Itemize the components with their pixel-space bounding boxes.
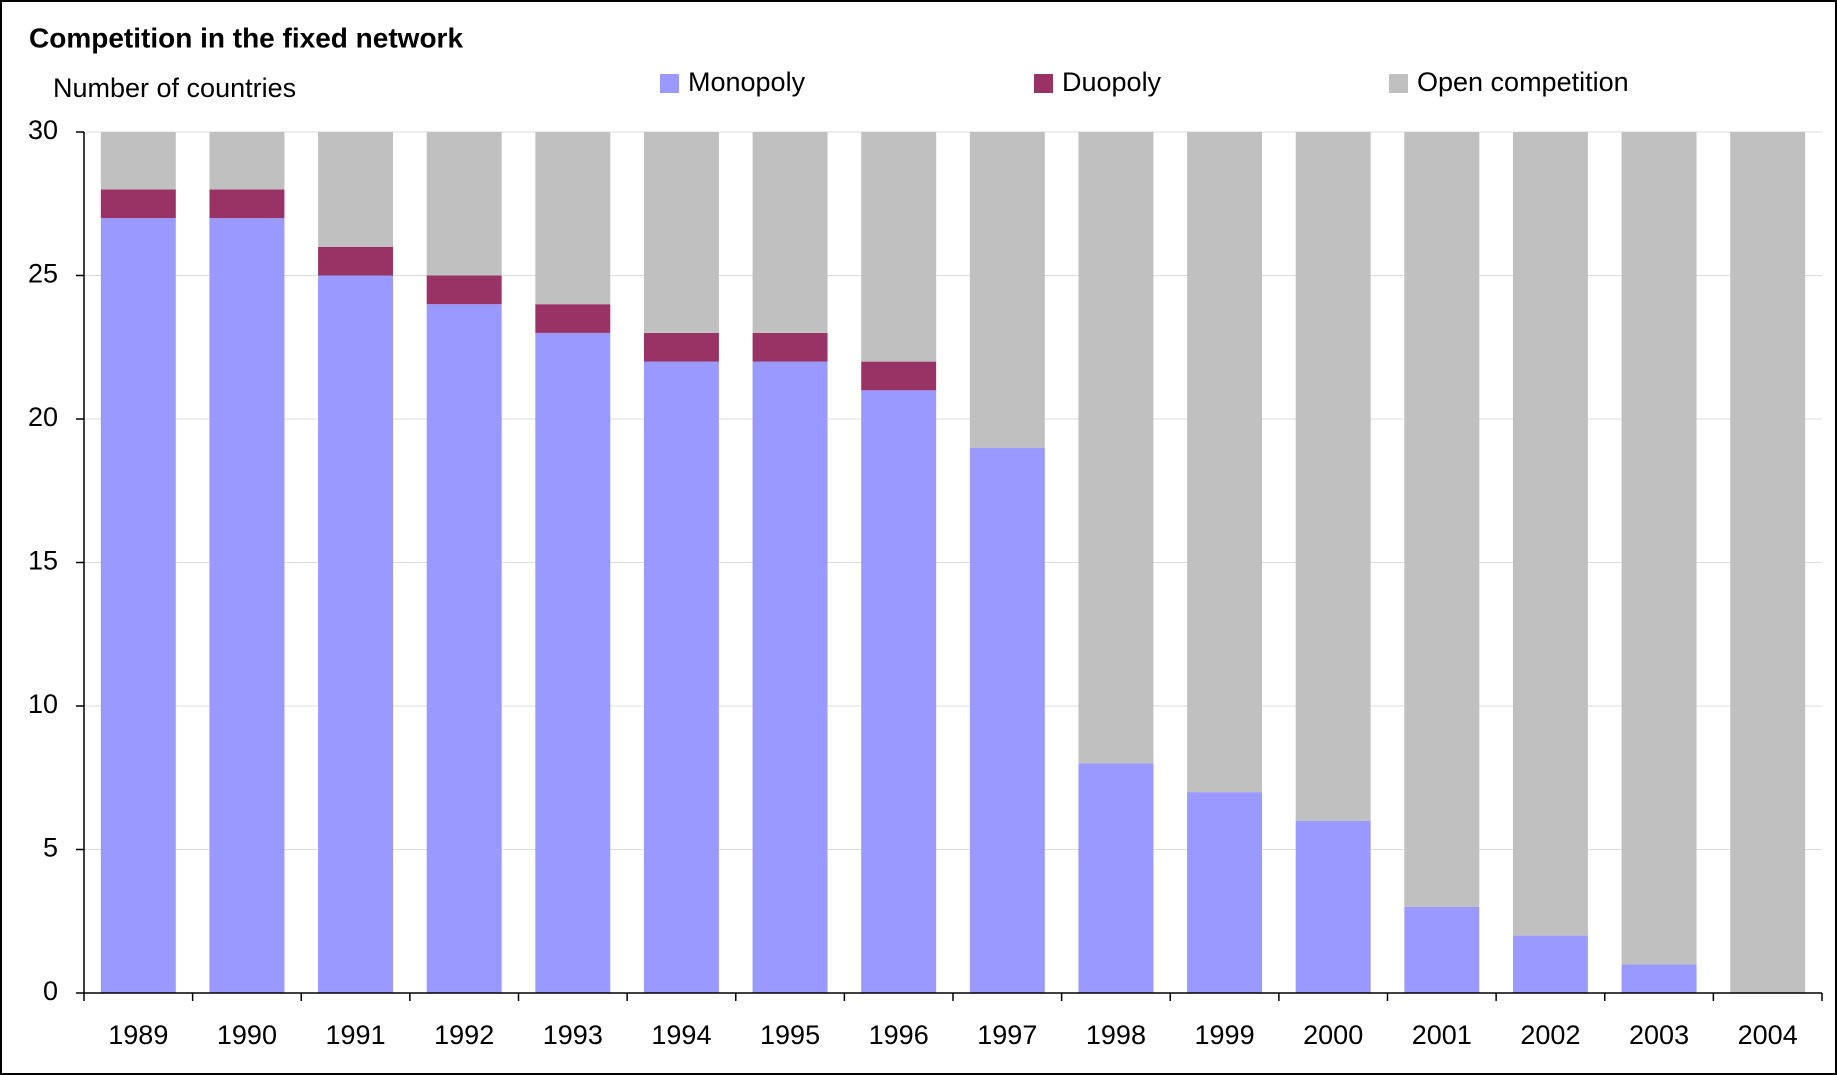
x-tick-label: 1992 [434, 1020, 494, 1050]
bar-segment [969, 132, 1045, 448]
legend-swatch [660, 74, 679, 93]
bar-segment [1404, 132, 1480, 907]
y-tick-label: 10 [28, 689, 58, 719]
bar-segment [426, 304, 502, 993]
x-tick-label: 1994 [651, 1020, 711, 1050]
bar-segment [100, 132, 176, 190]
bar-segment [1730, 132, 1806, 993]
bar-segment [752, 332, 828, 362]
bar-segment [969, 447, 1045, 993]
y-tick-label: 20 [28, 402, 58, 432]
legend-label: Open competition [1417, 67, 1629, 97]
bar-segment [209, 218, 285, 994]
chart-title: Competition in the fixed network [29, 22, 463, 53]
x-tick-label: 2000 [1303, 1020, 1363, 1050]
bar-segment [100, 189, 176, 219]
x-tick-label: 1998 [1086, 1020, 1146, 1050]
y-tick-label: 5 [43, 833, 58, 863]
bar-segment [861, 390, 937, 993]
x-tick-label: 1993 [543, 1020, 603, 1050]
legend-label: Monopoly [688, 67, 806, 97]
bar-segment [535, 304, 611, 333]
x-tick-label: 1991 [326, 1020, 386, 1050]
x-tick-label: 1996 [869, 1020, 929, 1050]
y-tick-label: 30 [28, 115, 58, 145]
bar-segment [861, 132, 937, 362]
x-tick-label: 2004 [1738, 1020, 1798, 1050]
y-axis-label: Number of countries [53, 73, 296, 103]
x-tick-label: 2003 [1629, 1020, 1689, 1050]
bar-segment [535, 132, 611, 305]
bar-segment [1295, 132, 1371, 821]
y-tick-label: 0 [43, 976, 58, 1006]
bar-segment [752, 132, 828, 333]
x-tick-label: 2001 [1412, 1020, 1472, 1050]
legend-label: Duopoly [1062, 67, 1162, 97]
bar-segment [1512, 935, 1588, 993]
bar-segment [1187, 792, 1263, 993]
bar-segment [318, 275, 394, 993]
bar-segment [1512, 132, 1588, 936]
x-tick-label: 1999 [1195, 1020, 1255, 1050]
bar-segment [1295, 820, 1371, 993]
bar-segment [1078, 763, 1154, 993]
legend-swatch [1034, 74, 1053, 93]
bar-segment [318, 132, 394, 247]
bar-segment [535, 332, 611, 993]
x-tick-label: 1995 [760, 1020, 820, 1050]
x-tick-label: 1989 [108, 1020, 168, 1050]
bar-segment [1404, 906, 1480, 993]
bar-segment [752, 361, 828, 994]
bar-segment [318, 246, 394, 276]
bar-segment [426, 132, 502, 276]
bar-segment [1621, 964, 1697, 993]
bar-segment [643, 332, 719, 362]
bar-segment [1187, 132, 1263, 793]
x-tick-label: 1990 [217, 1020, 277, 1050]
x-tick-label: 2002 [1520, 1020, 1580, 1050]
y-tick-label: 15 [28, 546, 58, 576]
bar-segment [1078, 132, 1154, 764]
bar-segment [426, 275, 502, 305]
bar-segment [1621, 132, 1697, 965]
legend-swatch [1389, 74, 1408, 93]
bar-segment [209, 189, 285, 219]
bar-segment [643, 361, 719, 994]
y-tick-label: 25 [28, 259, 58, 289]
bar-segment [209, 132, 285, 190]
bar-segment [643, 132, 719, 333]
bar-segment [100, 218, 176, 994]
bar-segment [861, 361, 937, 391]
x-tick-label: 1997 [977, 1020, 1037, 1050]
